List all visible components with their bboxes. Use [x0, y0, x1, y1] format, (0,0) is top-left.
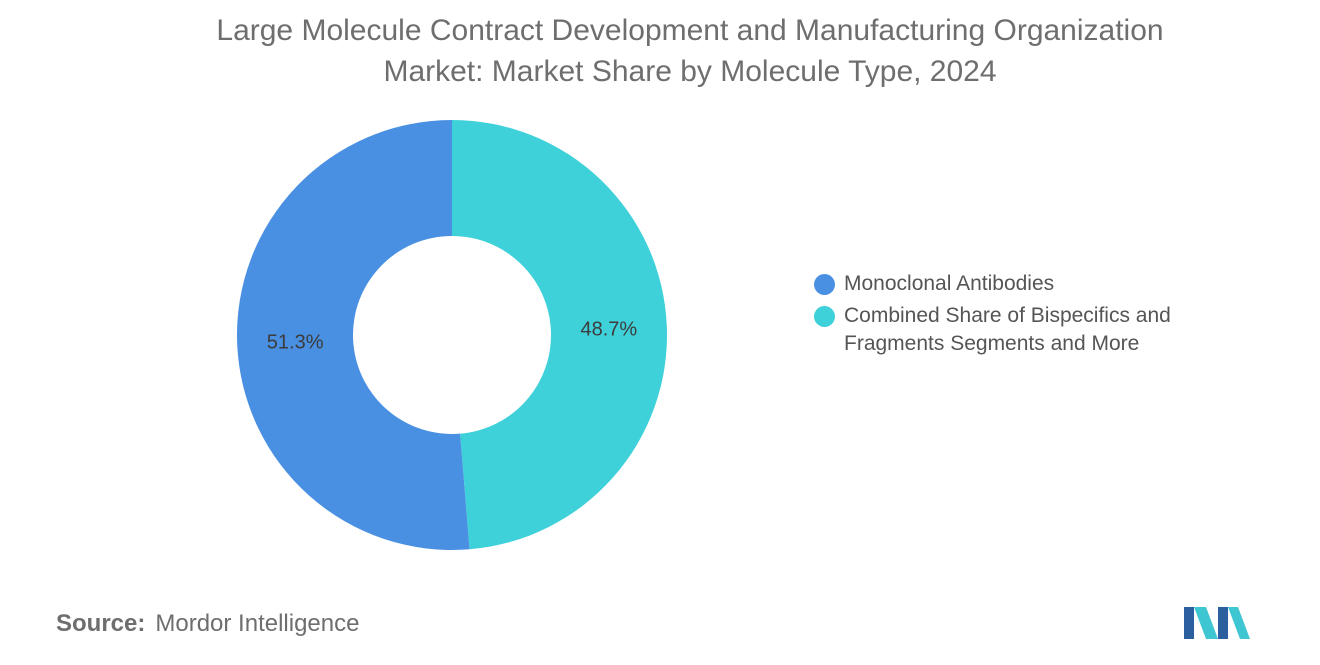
logo-left-diagonal	[1194, 607, 1218, 639]
logo-middle-bar	[1218, 607, 1228, 639]
legend-label: Monoclonal Antibodies	[844, 272, 1055, 295]
legend-swatch	[814, 306, 835, 327]
source-note: Source: Mordor Intelligence	[56, 610, 359, 638]
legend-swatch	[814, 274, 835, 295]
chart-title: Large Molecule Contract Development and …	[100, 10, 1280, 92]
slice-value-label: 48.7%	[581, 319, 638, 341]
legend-item-combined-share: Combined Share of Bispecifics and Fragme…	[814, 302, 1234, 358]
donut-slice-monoclonal-antibodies	[237, 120, 470, 550]
chart-title-line-2: Market: Market Share by Molecule Type, 2…	[383, 55, 997, 88]
mordor-intelligence-logo-icon	[1184, 607, 1250, 639]
chart-legend: Monoclonal Antibodies Combined Share of …	[814, 270, 1234, 362]
source-key: Source:	[56, 610, 146, 637]
legend-label: Combined Share of Bispecifics and Fragme…	[844, 304, 1171, 355]
chart-title-line-1: Large Molecule Contract Development and …	[216, 14, 1164, 47]
donut-slice-combined-share	[452, 120, 668, 550]
slice-value-label: 51.3%	[267, 331, 324, 353]
logo-left-bar	[1184, 607, 1194, 639]
logo-right-diagonal	[1228, 607, 1250, 639]
legend-item-monoclonal-antibodies: Monoclonal Antibodies	[814, 270, 1234, 298]
source-value: Mordor Intelligence	[155, 610, 360, 637]
